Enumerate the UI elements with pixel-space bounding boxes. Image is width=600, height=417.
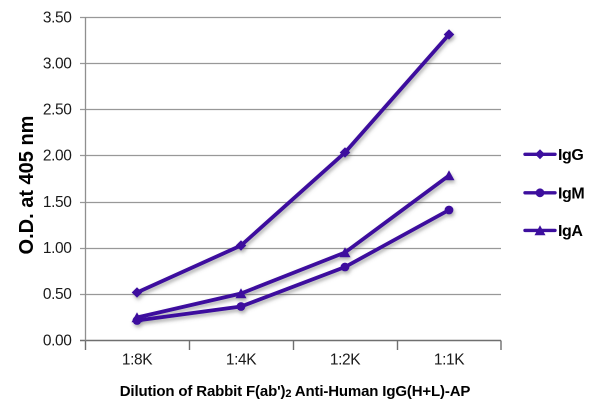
svg-text:IgG: IgG (558, 147, 583, 164)
svg-text:IgM: IgM (558, 185, 584, 202)
svg-text:Dilution of Rabbit F(ab')2 Ant: Dilution of Rabbit F(ab')2 Anti-Human Ig… (120, 383, 471, 400)
svg-text:1:2K: 1:2K (330, 352, 361, 369)
svg-text:1:8K: 1:8K (122, 352, 153, 369)
svg-text:0.00: 0.00 (43, 332, 72, 349)
svg-text:2.00: 2.00 (43, 148, 72, 165)
svg-text:2.50: 2.50 (43, 102, 72, 119)
svg-text:1:4K: 1:4K (226, 352, 257, 369)
svg-text:1:1K: 1:1K (434, 352, 465, 369)
svg-text:3.00: 3.00 (43, 56, 72, 73)
svg-text:0.50: 0.50 (43, 286, 72, 303)
svg-text:O.D. at 405 nm: O.D. at 405 nm (16, 116, 38, 255)
svg-text:IgA: IgA (558, 223, 583, 240)
svg-text:1.50: 1.50 (43, 194, 72, 211)
svg-text:1.00: 1.00 (43, 240, 72, 257)
svg-text:3.50: 3.50 (43, 9, 72, 26)
